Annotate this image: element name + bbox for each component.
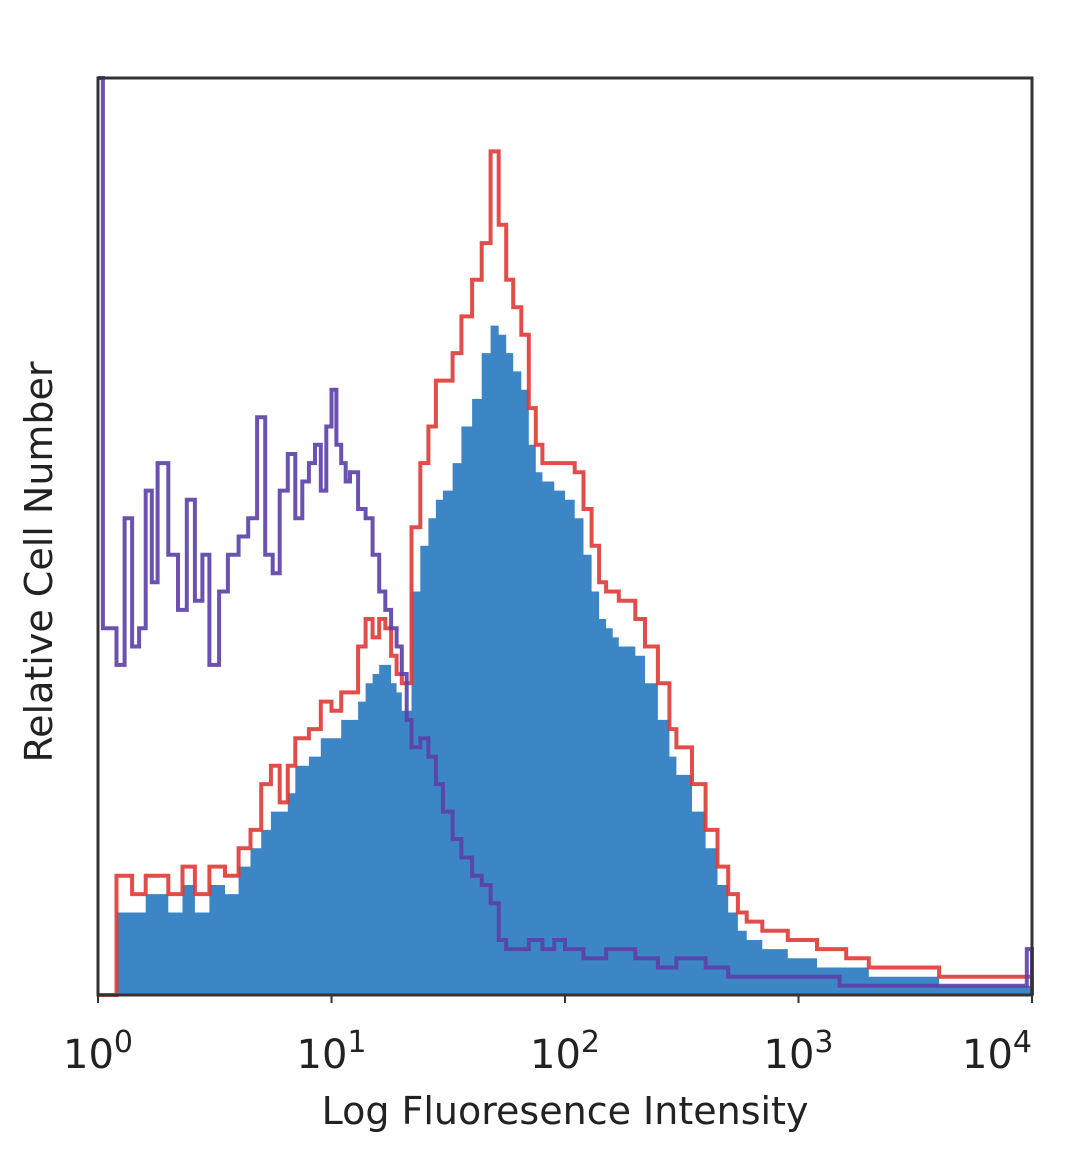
x-axis-label: Log Fluoresence Intensity bbox=[322, 1089, 809, 1133]
x-tick-label: 100 bbox=[63, 1025, 133, 1078]
x-tick-label: 104 bbox=[962, 1025, 1032, 1078]
series-layer bbox=[98, 76, 1034, 997]
x-tick-labels: 100 101 102 103 104 bbox=[63, 995, 1033, 1078]
y-axis-label: Relative Cell Number bbox=[17, 361, 61, 762]
x-tick-label: 101 bbox=[297, 1025, 367, 1078]
x-tick-label: 102 bbox=[530, 1025, 600, 1078]
histogram-series-3 bbox=[98, 76, 1034, 995]
x-tick-label: 103 bbox=[764, 1025, 834, 1078]
histogram-series-2 bbox=[98, 149, 1034, 997]
histogram-series-1 bbox=[98, 325, 1032, 996]
